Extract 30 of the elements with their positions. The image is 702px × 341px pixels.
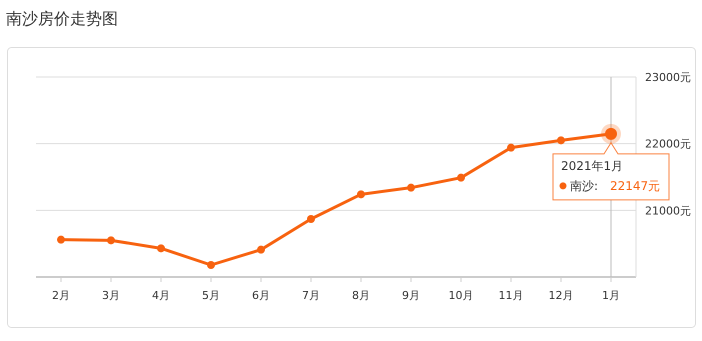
y-tick-label: 22000元 xyxy=(645,138,691,151)
point xyxy=(507,144,515,152)
x-tick-label: 8月 xyxy=(352,289,370,302)
x-tick-label: 12月 xyxy=(548,289,574,302)
x-tick-label: 6月 xyxy=(252,289,270,302)
annotation: 2021年1月 xyxy=(561,158,624,173)
point xyxy=(407,184,415,192)
point xyxy=(207,261,215,269)
x-tick-label: 2月 xyxy=(52,289,70,302)
y-tick-label: 21000元 xyxy=(645,204,691,218)
x-tick-label: 1月 xyxy=(602,289,620,302)
point xyxy=(307,215,315,223)
x-tick-label: 7月 xyxy=(302,289,320,302)
chart-title: 南沙房价走势图 xyxy=(6,9,118,28)
y-tick-label: 23000元 xyxy=(645,71,691,84)
annotation: 22147元 xyxy=(610,178,660,193)
point xyxy=(557,136,565,144)
x-tick-label: 4月 xyxy=(152,289,170,302)
x-tick-label: 5月 xyxy=(202,289,220,302)
point xyxy=(157,244,165,252)
x-tick-label: 9月 xyxy=(402,289,420,302)
point xyxy=(357,190,365,198)
x-tick-label: 11月 xyxy=(498,289,524,302)
x-tick-label: 10月 xyxy=(448,289,474,302)
point xyxy=(457,174,465,182)
legend-label: 南沙: xyxy=(570,178,598,193)
point xyxy=(57,236,65,244)
point xyxy=(107,236,115,244)
point xyxy=(257,246,265,254)
x-tick-label: 3月 xyxy=(102,289,120,302)
